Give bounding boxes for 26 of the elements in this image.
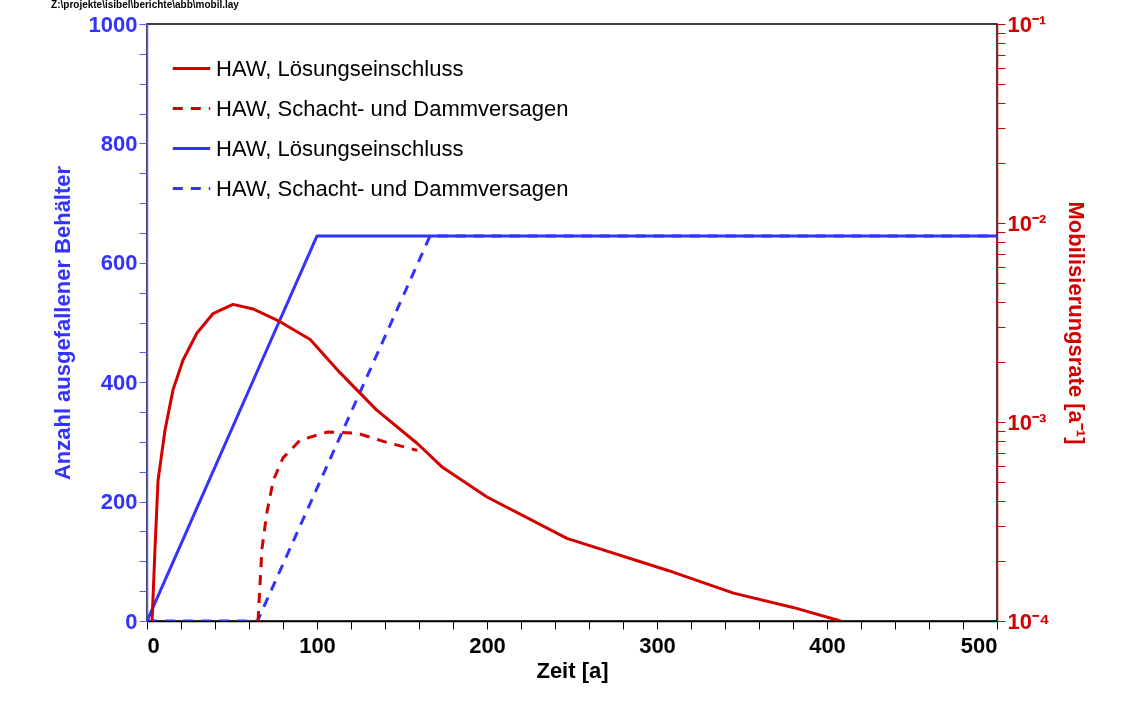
y2-tick-label: 10⁻⁴ bbox=[1007, 608, 1050, 634]
y2-axis-title: Mobilisierungsrate [a⁻¹] bbox=[1063, 201, 1089, 445]
y-axis-title: Anzahl ausgefallener Behälter bbox=[49, 165, 75, 481]
x-tick-label: 500 bbox=[960, 632, 998, 658]
x-tick-label: 300 bbox=[639, 632, 676, 658]
y2-tick-label: 10⁻² bbox=[1007, 210, 1047, 236]
legend-label: HAW, Lösungseinschluss bbox=[216, 55, 464, 81]
y2-tick-label: 10⁻¹ bbox=[1007, 11, 1047, 37]
y2-tick-label: 10⁻³ bbox=[1007, 409, 1047, 435]
legend-label: HAW, Schacht- und Dammversagen bbox=[216, 95, 569, 121]
line-series bbox=[150, 302, 843, 621]
x-axis-title: Zeit [a] bbox=[536, 657, 609, 683]
x-tick-label: 400 bbox=[809, 632, 846, 658]
text: Z:\projekte\isibel\berichte\abb\mobil.lay bbox=[51, 0, 240, 10]
y-tick-label: 600 bbox=[100, 250, 138, 276]
y-tick-label: 1000 bbox=[88, 11, 138, 37]
legend-label: HAW, Lösungseinschluss bbox=[216, 135, 464, 161]
x-tick-label: 0 bbox=[147, 632, 160, 658]
x-tick-label: 100 bbox=[299, 632, 336, 658]
y-tick-label: 0 bbox=[125, 608, 138, 634]
legend-label: HAW, Schacht- und Dammversagen bbox=[216, 175, 569, 201]
y-tick-label: 800 bbox=[100, 130, 138, 156]
x-tick-label: 200 bbox=[469, 632, 506, 658]
y-tick-label: 400 bbox=[100, 369, 138, 395]
line-series bbox=[256, 430, 419, 621]
y-tick-label: 200 bbox=[100, 489, 138, 515]
